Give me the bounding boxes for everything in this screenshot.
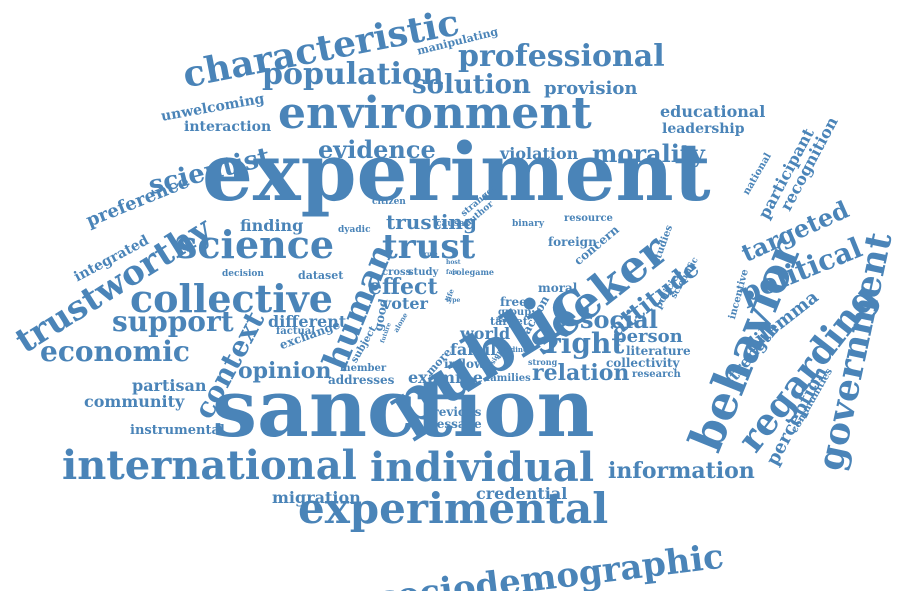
word-community: community <box>84 392 185 411</box>
word-provision: provision <box>544 78 638 99</box>
word-trusting: trusting <box>386 210 477 234</box>
word-resource: resource <box>564 213 613 224</box>
word-leadership: leadership <box>662 121 745 137</box>
word-collectivity: collectivity <box>606 356 680 370</box>
word-rolegame: rolegame <box>452 267 495 277</box>
word-cross: cross <box>382 267 412 278</box>
word-examine: examine <box>408 368 483 387</box>
word-addresses: addresses <box>328 373 395 387</box>
word-decision: decision <box>222 269 264 279</box>
word-population: population <box>262 57 444 92</box>
word-opinion: opinion <box>238 358 332 384</box>
word-sanction: sanction <box>212 361 595 455</box>
word-inflow: inflow <box>444 357 485 371</box>
word-partisan: partisan <box>132 376 207 395</box>
word-trust: trust <box>382 227 476 267</box>
word-social: social <box>580 305 658 334</box>
word-study: study <box>408 267 439 278</box>
word-type: type <box>446 297 461 304</box>
word-credential: credential <box>476 484 568 503</box>
word-support: support <box>112 305 234 338</box>
word-harsh: harsh <box>496 317 516 324</box>
word-experiment: experiment <box>202 125 711 219</box>
word-violation: violation <box>500 144 579 163</box>
word-riding: riding <box>504 345 528 354</box>
word-factual: factual <box>276 326 316 337</box>
word-educational: educational <box>660 102 766 121</box>
word-voter: voter <box>382 294 428 313</box>
word-member: member <box>340 363 387 374</box>
word-alone: alone <box>391 310 410 334</box>
word-experimental: experimental <box>298 484 609 533</box>
word-research: research <box>632 369 681 380</box>
word-migration: migration <box>272 488 361 507</box>
word-collective: collective <box>130 276 333 321</box>
word-instrumental: instrumental <box>130 423 225 438</box>
word-family: family <box>450 340 506 359</box>
word-citizen: citizen <box>372 197 406 207</box>
word-fair: fair <box>446 269 458 276</box>
word-target: target <box>490 315 528 328</box>
word-strong: strong <box>528 357 558 367</box>
word-sociodemographic: sociodemographic <box>375 536 726 591</box>
word-information: information <box>608 458 755 484</box>
word-economic: economic <box>40 335 190 368</box>
word-finding: finding <box>240 216 304 235</box>
word-individual: individual <box>370 444 595 491</box>
word-families: families <box>486 373 531 384</box>
word-right: right <box>546 327 625 360</box>
word-foreign: foreign <box>548 235 597 249</box>
word-international: international <box>62 442 357 489</box>
word-person: person <box>614 326 683 347</box>
word-rule: rule <box>424 251 438 258</box>
word-host: host <box>446 259 461 266</box>
word-literature: literature <box>626 344 691 358</box>
word-group: group <box>498 307 532 318</box>
word-dataset: dataset <box>298 269 344 282</box>
word-solution: solution <box>412 70 531 100</box>
word-world: world <box>460 324 511 343</box>
word-message: message <box>424 417 482 431</box>
word-professional: professional <box>458 39 665 74</box>
word-evidence: evidence <box>318 135 436 164</box>
word-morality: morality <box>592 139 705 168</box>
word-causal: causal <box>436 219 469 229</box>
word-environment: environment <box>278 88 592 139</box>
word-binary: binary <box>512 219 545 229</box>
word-previous: previous <box>424 405 482 419</box>
word-moral: moral <box>538 281 578 295</box>
word-interaction: interaction <box>184 119 272 135</box>
word-different: different <box>268 312 347 331</box>
word-dyadic: dyadic <box>338 225 371 235</box>
word-relation: relation <box>532 360 630 386</box>
word-science: science <box>176 222 335 267</box>
word-effect: effect <box>368 274 438 300</box>
word-free: free <box>500 295 527 309</box>
